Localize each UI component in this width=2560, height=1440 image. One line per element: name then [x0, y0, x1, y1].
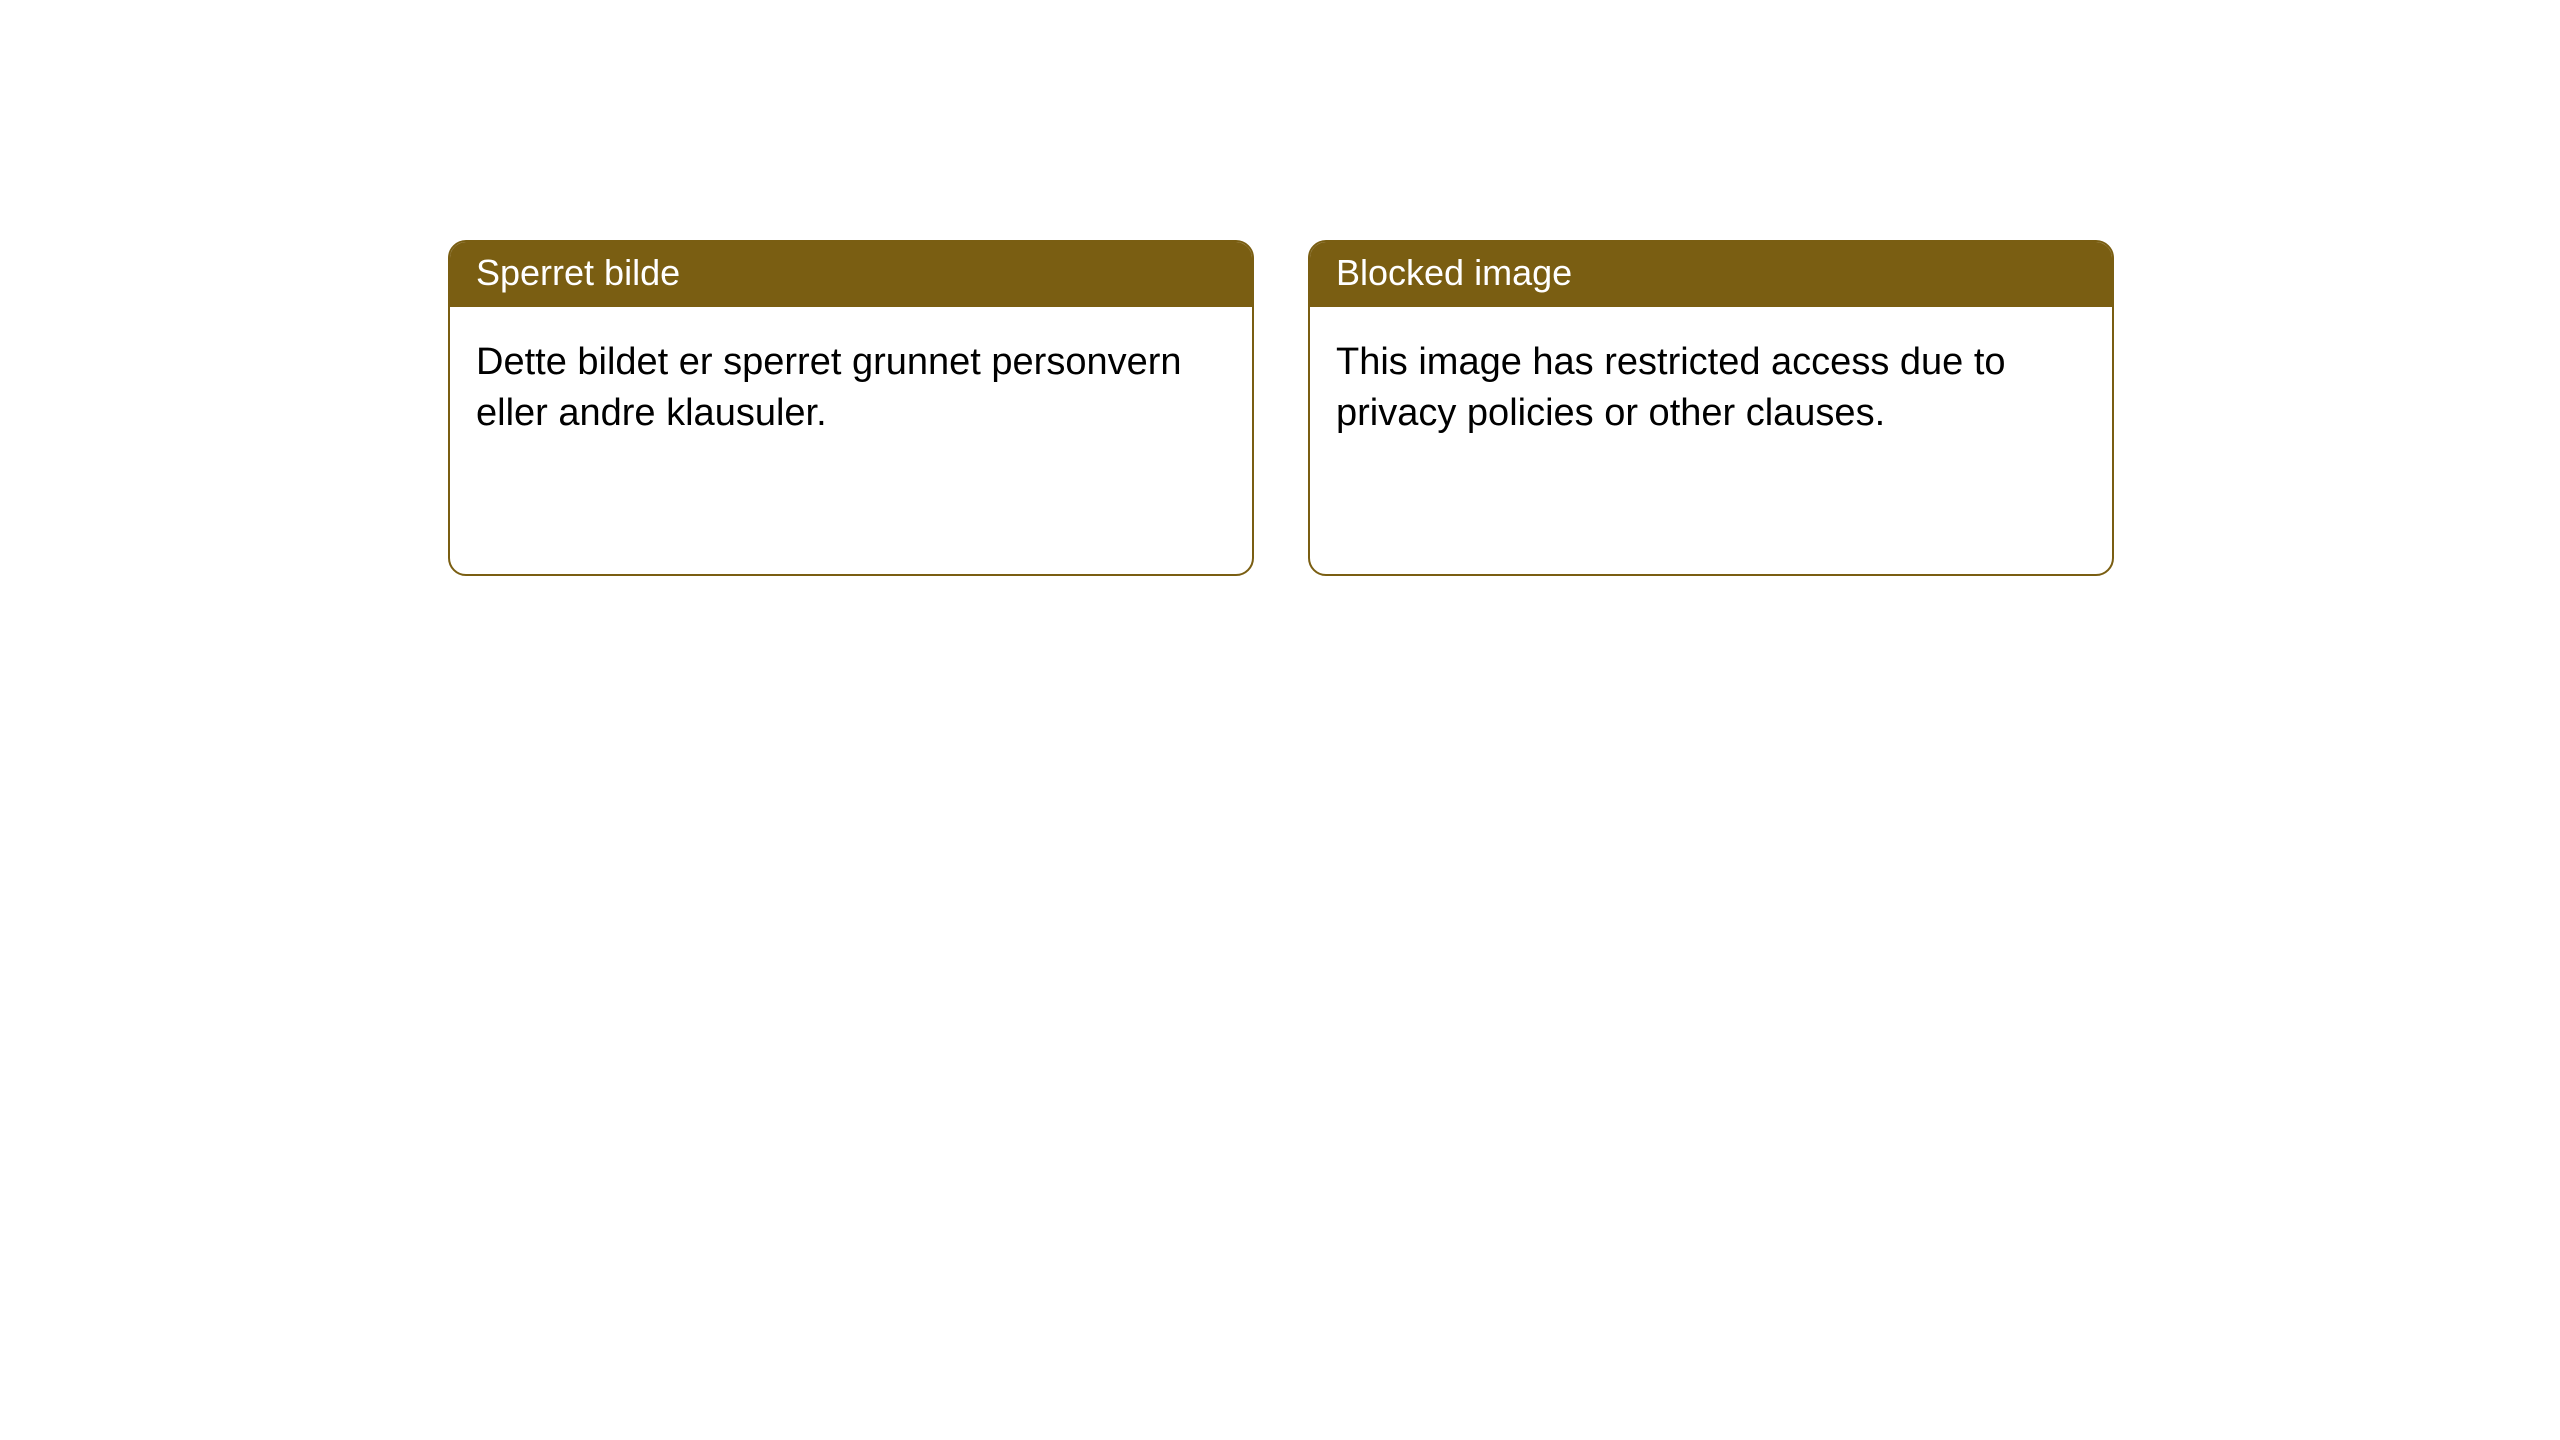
notice-card-norwegian: Sperret bilde Dette bildet er sperret gr… [448, 240, 1254, 576]
notice-body: Dette bildet er sperret grunnet personve… [450, 307, 1252, 470]
notice-body: This image has restricted access due to … [1310, 307, 2112, 470]
notice-header: Blocked image [1310, 242, 2112, 307]
notice-header: Sperret bilde [450, 242, 1252, 307]
notice-card-english: Blocked image This image has restricted … [1308, 240, 2114, 576]
notice-container: Sperret bilde Dette bildet er sperret gr… [0, 0, 2560, 576]
